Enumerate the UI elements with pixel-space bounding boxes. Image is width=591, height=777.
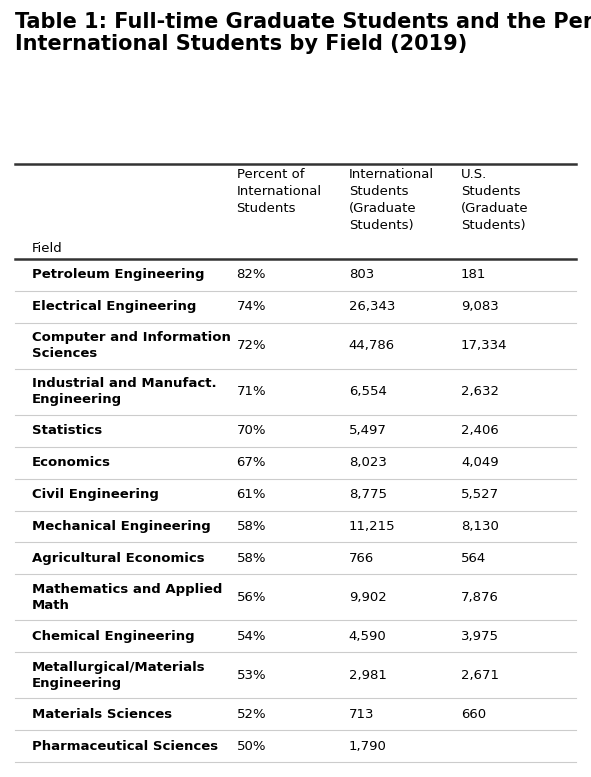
Text: 52%: 52% [236, 708, 266, 721]
Text: 7,876: 7,876 [461, 591, 499, 604]
Text: 4,049: 4,049 [461, 456, 499, 469]
Text: 5,497: 5,497 [349, 424, 387, 437]
Text: 3,975: 3,975 [461, 629, 499, 643]
Text: Petroleum Engineering: Petroleum Engineering [32, 268, 204, 281]
Text: 5,527: 5,527 [461, 488, 499, 501]
Text: 660: 660 [461, 708, 486, 721]
Text: Statistics: Statistics [32, 424, 102, 437]
Text: Percent of
International
Students: Percent of International Students [236, 168, 322, 215]
Text: 8,130: 8,130 [461, 520, 499, 533]
Text: 8,023: 8,023 [349, 456, 387, 469]
Text: 82%: 82% [236, 268, 266, 281]
Text: International Students by Field (2019): International Students by Field (2019) [15, 34, 467, 54]
Text: Chemical Engineering: Chemical Engineering [32, 629, 194, 643]
Text: 53%: 53% [236, 669, 266, 681]
Text: 2,671: 2,671 [461, 669, 499, 681]
Text: 9,083: 9,083 [461, 300, 499, 313]
Text: 4,590: 4,590 [349, 629, 387, 643]
Text: Field: Field [32, 242, 63, 255]
Text: Mathematics and Applied
Math: Mathematics and Applied Math [32, 583, 222, 611]
Text: 803: 803 [349, 268, 374, 281]
Text: 26,343: 26,343 [349, 300, 395, 313]
Text: 2,632: 2,632 [461, 385, 499, 399]
Text: 50%: 50% [236, 740, 266, 753]
Text: 11,215: 11,215 [349, 520, 395, 533]
Text: Agricultural Economics: Agricultural Economics [32, 552, 204, 565]
Text: 2,406: 2,406 [461, 424, 499, 437]
Text: 17,334: 17,334 [461, 340, 508, 352]
Text: 71%: 71% [236, 385, 266, 399]
Text: 2,981: 2,981 [349, 669, 387, 681]
Text: 72%: 72% [236, 340, 266, 352]
Text: Table 1: Full-time Graduate Students and the Percent of: Table 1: Full-time Graduate Students and… [15, 12, 591, 32]
Text: 44,786: 44,786 [349, 340, 395, 352]
Text: 713: 713 [349, 708, 374, 721]
Text: Pharmaceutical Sciences: Pharmaceutical Sciences [32, 740, 218, 753]
Text: Economics: Economics [32, 456, 111, 469]
Text: Industrial and Manufact.
Engineering: Industrial and Manufact. Engineering [32, 378, 216, 406]
Text: 6,554: 6,554 [349, 385, 387, 399]
Text: 67%: 67% [236, 456, 266, 469]
Text: Computer and Information
Sciences: Computer and Information Sciences [32, 331, 230, 361]
Text: Civil Engineering: Civil Engineering [32, 488, 159, 501]
Text: Electrical Engineering: Electrical Engineering [32, 300, 196, 313]
Text: 181: 181 [461, 268, 486, 281]
Text: Metallurgical/Materials
Engineering: Metallurgical/Materials Engineering [32, 660, 206, 690]
Text: 58%: 58% [236, 552, 266, 565]
Text: 8,775: 8,775 [349, 488, 387, 501]
Text: 564: 564 [461, 552, 486, 565]
Text: 1,790: 1,790 [349, 740, 387, 753]
Text: International
Students
(Graduate
Students): International Students (Graduate Student… [349, 168, 434, 232]
Text: 58%: 58% [236, 520, 266, 533]
Text: Mechanical Engineering: Mechanical Engineering [32, 520, 210, 533]
Text: 61%: 61% [236, 488, 266, 501]
Text: 9,902: 9,902 [349, 591, 387, 604]
Text: 56%: 56% [236, 591, 266, 604]
Text: 74%: 74% [236, 300, 266, 313]
Text: 766: 766 [349, 552, 374, 565]
Text: 54%: 54% [236, 629, 266, 643]
Text: Materials Sciences: Materials Sciences [32, 708, 172, 721]
Text: U.S.
Students
(Graduate
Students): U.S. Students (Graduate Students) [461, 168, 528, 232]
Text: 70%: 70% [236, 424, 266, 437]
